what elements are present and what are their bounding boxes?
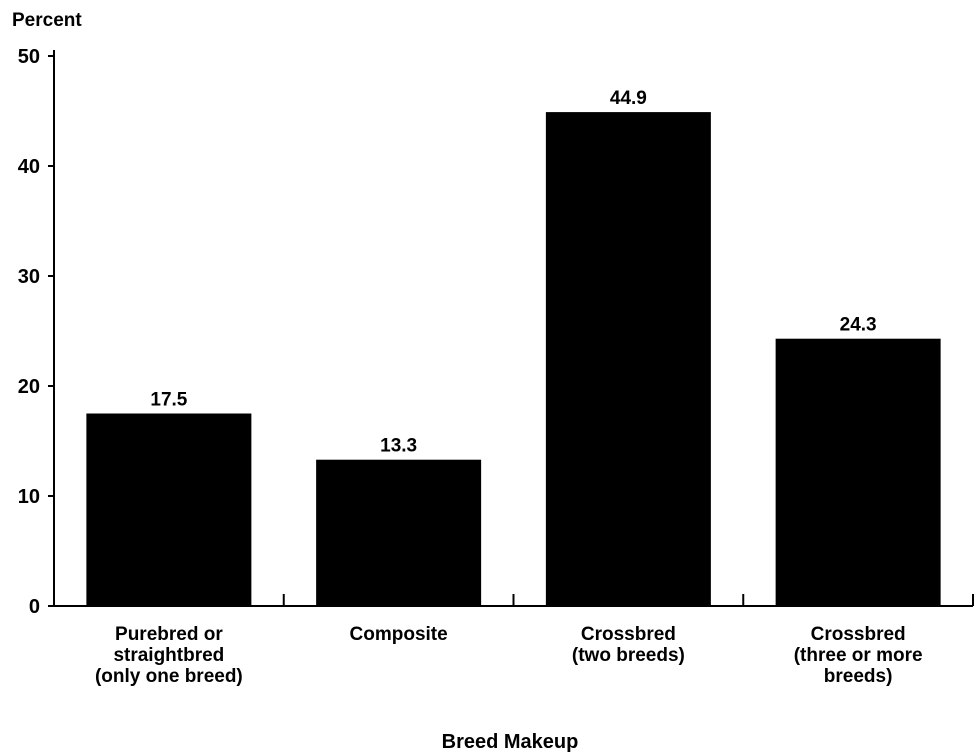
y-tick-label: 20 bbox=[18, 376, 40, 398]
y-tick-label: 30 bbox=[18, 266, 40, 288]
data-label: 13.3 bbox=[380, 436, 417, 457]
bar bbox=[775, 338, 941, 606]
x-tick-label: Composite bbox=[350, 624, 448, 645]
bar bbox=[545, 112, 711, 606]
y-tick-label: 0 bbox=[29, 596, 40, 618]
y-tick-label: 40 bbox=[18, 156, 40, 178]
data-labels: 17.5 13.3 44.9 24.3 bbox=[150, 88, 876, 457]
data-label: 44.9 bbox=[610, 88, 647, 109]
bars bbox=[86, 112, 941, 606]
data-label: 24.3 bbox=[840, 315, 877, 336]
x-tick-label: Purebred or straightbred (only one breed) bbox=[95, 624, 243, 687]
y-axis-ticks: 0 10 20 30 40 50 bbox=[18, 46, 54, 618]
y-axis-label: Percent bbox=[12, 10, 82, 31]
data-label: 17.5 bbox=[150, 390, 187, 411]
bar bbox=[86, 413, 252, 606]
bar bbox=[316, 459, 482, 606]
y-tick-label: 50 bbox=[18, 46, 40, 68]
y-tick-label: 10 bbox=[18, 486, 40, 508]
x-tick-label: Crossbred (two breeds) bbox=[572, 624, 685, 666]
category-labels: Purebred or straightbred (only one breed) C… bbox=[95, 624, 923, 687]
x-axis-label: Breed Makeup bbox=[442, 731, 579, 753]
x-tick-label: Crossbred (three or more breeds) bbox=[794, 624, 923, 687]
axes bbox=[53, 50, 974, 607]
